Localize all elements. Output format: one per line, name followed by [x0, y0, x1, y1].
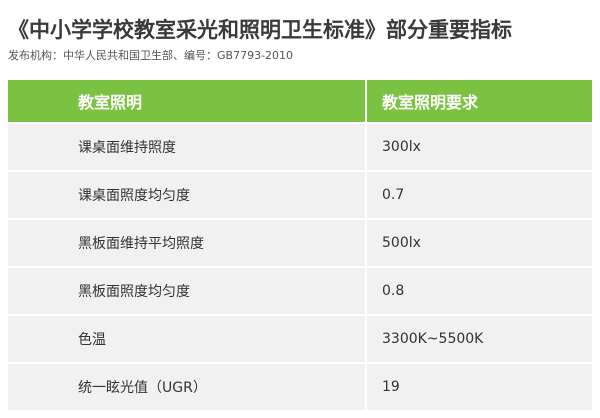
table-body: 课桌面维持照度 300lx 课桌面照度均匀度 0.7 黑板面维持平均照度 500lx 黑板面… — [8, 122, 592, 410]
table-cell: 19 — [366, 362, 592, 410]
column-header: 教室照明要求 — [366, 80, 592, 123]
table-cell: 黑板面照度均匀度 — [8, 266, 367, 315]
table-row: 黑板面照度均匀度 0.8 — [8, 266, 592, 315]
table-cell: 500lx — [366, 218, 592, 267]
header-row: 教室照明 教室照明要求 — [8, 80, 592, 123]
table-cell: 0.8 — [366, 266, 592, 315]
table-row: 统一眩光值（UGR） 19 — [8, 362, 592, 410]
table: 教室照明 教室照明要求 课桌面维持照度 300lx 课桌面照度均匀度 0.7 黑板面维持平… — [8, 80, 592, 410]
table-cell: 300lx — [366, 122, 592, 171]
table-row: 课桌面照度均匀度 0.7 — [8, 170, 592, 219]
title: 《中小学学校教室采光和照明卫生标准》部分重要指标 — [8, 18, 512, 42]
table-cell: 统一眩光值（UGR） — [8, 362, 367, 410]
table-cell: 课桌面照度均匀度 — [8, 170, 367, 219]
table-cell: 0.7 — [366, 170, 592, 219]
table-row: 课桌面维持照度 300lx — [8, 122, 592, 171]
table-cell: 色温 — [8, 314, 367, 363]
table-cell: 黑板面维持平均照度 — [8, 218, 367, 267]
table-row: 色温 3300K~5500K — [8, 314, 592, 363]
column-header: 教室照明 — [8, 80, 367, 123]
table-cell: 课桌面维持照度 — [8, 122, 367, 171]
table-cell: 3300K~5500K — [366, 314, 592, 363]
subtitle: 发布机构：中华人民共和国卫生部、编号：GB7793-2010 — [8, 49, 294, 62]
table-row: 黑板面维持平均照度 500lx — [8, 218, 592, 267]
